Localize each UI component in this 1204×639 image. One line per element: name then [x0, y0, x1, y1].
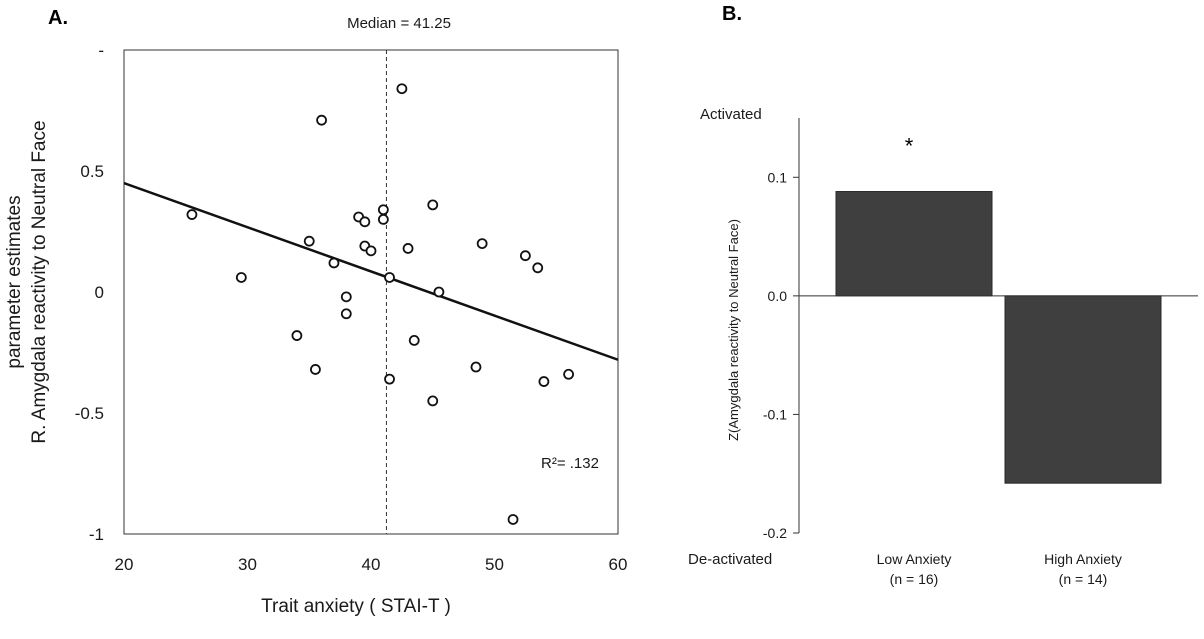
bar-chart-y-axis-title: Z(Amygdala reactivity to Neutral Face) [726, 219, 741, 441]
y-tick-label: -0.5 [75, 404, 104, 423]
bar [835, 191, 993, 297]
y-tick-label: -1 [89, 525, 104, 544]
y-axis-title-line1: parameter estimates [4, 195, 25, 368]
scatter-point [186, 209, 198, 220]
x-tick-label: 40 [362, 555, 381, 574]
scatter-point [396, 83, 408, 95]
y-axis-ticks: -1 -0.5 0 0.5 - [75, 41, 104, 544]
x-tick-label: 60 [609, 555, 628, 574]
y-tick-label: 0.5 [80, 162, 104, 181]
x-tick-label: 50 [485, 555, 504, 574]
scatter-point [507, 514, 519, 525]
scatter-point [384, 272, 395, 283]
bar [1004, 295, 1162, 484]
x-axis-ticks: 20 30 40 50 60 [115, 555, 628, 574]
scatter-point [316, 114, 328, 126]
y-tick-label: -0.1 [763, 406, 787, 422]
y-tick-label: 0.1 [768, 169, 788, 185]
scatter-point [433, 286, 445, 298]
scatter-points [186, 83, 574, 525]
scatter-point [538, 376, 550, 387]
scatter-point [310, 364, 321, 375]
scatter-point [303, 235, 315, 247]
x-tick-label: 30 [238, 555, 257, 574]
regression-line [123, 181, 619, 361]
deactivated-label: De-activated [688, 551, 772, 568]
scatter-point [359, 216, 371, 228]
activated-label: Activated [700, 106, 762, 123]
bars [835, 191, 1162, 484]
significance-marker: * [905, 134, 914, 159]
y-tick-label: - [98, 41, 104, 60]
scatter-point [377, 204, 389, 216]
panel-b-label: B. [722, 3, 742, 25]
scatter-point [532, 262, 544, 274]
y-axis-title-line2: R. Amygdala reactivity to Neutral Face [29, 120, 50, 443]
scatter-point [328, 257, 340, 269]
scatter-point [470, 361, 482, 373]
scatter-point [402, 243, 414, 254]
scatter-point [384, 373, 395, 385]
bar-chart-y-ticks: 0.1 0.0 -0.1 -0.2 [763, 169, 799, 541]
scatter-point [563, 368, 574, 380]
scatter-point [291, 330, 303, 341]
scatter-point [340, 308, 352, 320]
category-n-label: (n = 14) [1059, 571, 1108, 587]
scatter-point [377, 213, 389, 225]
bar-category-labels: Low Anxiety (n = 16) High Anxiety (n = 14) [877, 551, 1122, 587]
category-label: Low Anxiety [877, 551, 952, 567]
scatter-point [340, 291, 352, 303]
x-axis-title: Trait anxiety ( STAI-T ) [261, 596, 451, 617]
scatter-point [408, 334, 420, 346]
y-tick-label: -0.2 [763, 525, 787, 541]
x-tick-label: 20 [115, 555, 134, 574]
category-n-label: (n = 16) [890, 571, 939, 587]
scatter-point [476, 238, 488, 250]
y-tick-label: 0.0 [768, 288, 788, 304]
scatter-point [235, 272, 247, 283]
r-squared-label: R²= .132 [541, 455, 599, 472]
scatter-point [427, 199, 439, 211]
category-label: High Anxiety [1044, 551, 1122, 567]
scatter-point [519, 250, 531, 262]
median-label: Median = 41.25 [347, 15, 451, 32]
scatter-point [365, 245, 377, 257]
y-tick-label: 0 [95, 283, 104, 302]
scatter-plot-frame [123, 49, 619, 535]
panel-a-label: A. [48, 7, 68, 29]
scatter-point [427, 395, 439, 407]
